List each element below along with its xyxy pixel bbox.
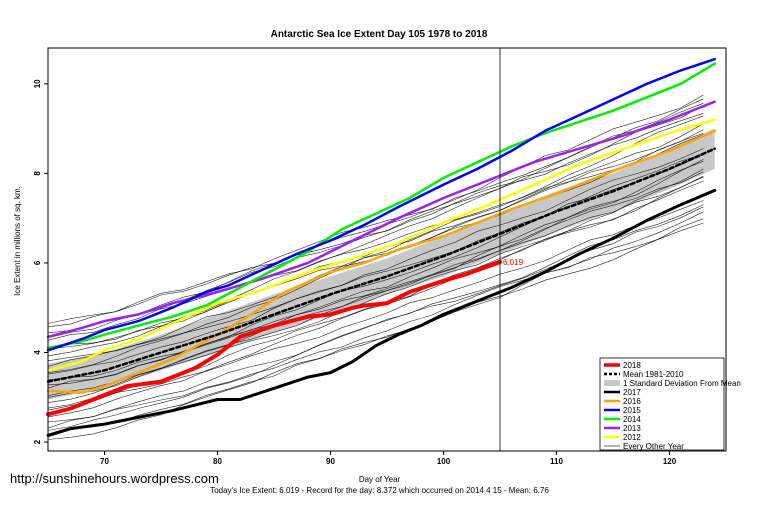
other-year-line [47, 218, 704, 438]
y-tick-label: 2 [33, 439, 42, 444]
other-year-line [47, 159, 704, 397]
series-line-2015 [46, 57, 716, 352]
series-line-2017 [46, 188, 717, 437]
other-year-line [47, 222, 704, 423]
series-line-2012 [46, 118, 716, 372]
legend-label: Every Other Year [623, 442, 684, 451]
site-url[interactable]: http://sunshinehours.wordpress.com [10, 471, 219, 486]
legend-label: 2017 [623, 388, 641, 397]
chart-title: Antarctic Sea Ice Extent Day 105 1978 to… [271, 29, 488, 40]
other-year-line [47, 175, 704, 386]
series-line-2014 [46, 62, 716, 350]
other-year-line [47, 176, 704, 398]
other-year-line [47, 211, 704, 440]
legend-label: 2015 [623, 406, 641, 415]
other-year-line [47, 113, 704, 324]
plot-frame [47, 47, 727, 452]
y-tick-label: 10 [33, 79, 42, 88]
other-year-line [47, 115, 704, 373]
footer-stats: Today's Ice Extent: 6.019 - Record for t… [210, 486, 549, 495]
other-year-line [47, 129, 704, 350]
other-year-line [47, 148, 704, 375]
other-year-line [47, 204, 704, 429]
x-tick-label: 80 [213, 457, 222, 466]
y-tick-label: 8 [33, 171, 42, 176]
series-line-mean-1981-2010 [46, 147, 716, 383]
legend-label: 2014 [623, 415, 641, 424]
series-line-2013 [46, 100, 716, 339]
other-year-line [47, 153, 704, 362]
x-tick-label: 110 [550, 457, 563, 466]
x-tick-label: 70 [100, 457, 109, 466]
other-year-line [47, 123, 704, 367]
other-year-line [47, 180, 704, 418]
x-axis-label: Day of Year [358, 475, 401, 484]
legend-box [599, 357, 725, 451]
legend-label: 1 Standard Deviation From Mean [623, 379, 741, 388]
other-year-line [47, 105, 704, 357]
legend-label: 2016 [623, 397, 641, 406]
legend-label: 2013 [623, 424, 641, 433]
other-year-line [47, 134, 704, 351]
legend-label: 2012 [623, 433, 641, 442]
x-tick-label: 90 [326, 457, 335, 466]
other-year-line [47, 200, 704, 409]
y-axis-label: Ice Extent in millions of sq. km. [13, 186, 22, 296]
series-lines [46, 57, 717, 437]
x-tick-label: 120 [663, 457, 677, 466]
x-axis: 70 80 90 100 110 120 [100, 451, 677, 466]
series-line-2018 [46, 260, 502, 417]
other-year-line [47, 171, 704, 381]
y-tick-label: 6 [33, 260, 42, 265]
other-year-line [47, 153, 704, 389]
y-tick-label: 4 [33, 350, 42, 355]
legend-label: 2018 [623, 361, 641, 370]
other-year-line [47, 94, 704, 339]
x-tick-label: 100 [437, 457, 451, 466]
legend-label: Mean 1981-2010 [623, 370, 684, 379]
series-line-2016 [46, 129, 716, 395]
other-year-line [47, 133, 704, 334]
todays-value-label: 6.019 [503, 258, 524, 267]
y-axis: 2 4 6 8 10 [33, 79, 48, 444]
